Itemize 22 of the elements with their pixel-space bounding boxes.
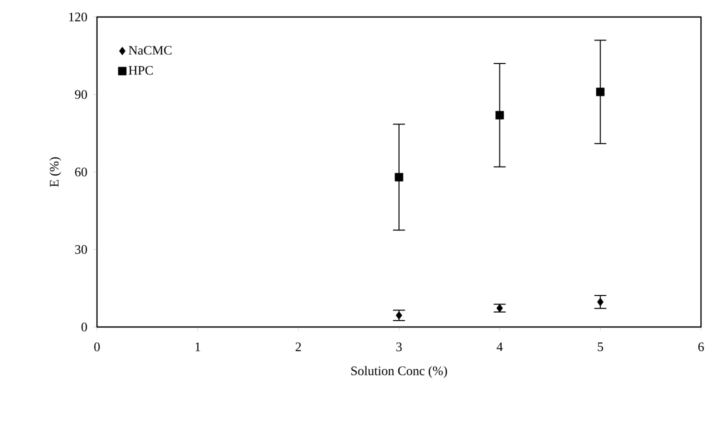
- point: [394, 172, 404, 182]
- y-tick-label: 30: [75, 245, 87, 254]
- x-tick-label: 5: [598, 342, 604, 352]
- point: [496, 304, 503, 312]
- x-tick-label: 6: [698, 342, 704, 352]
- x-tick-label: 2: [296, 342, 301, 352]
- legend-label: NaCMC: [128, 46, 172, 55]
- x-tick-label: 1: [196, 342, 200, 352]
- x-tick-label: 3: [396, 342, 402, 352]
- y-tick-label: 90: [74, 90, 87, 99]
- y-tick-label: 0: [82, 322, 87, 332]
- point: [596, 88, 605, 96]
- x-tick-label: 0: [94, 342, 100, 352]
- y-tick-label: 60: [75, 168, 87, 176]
- point: [396, 311, 402, 320]
- x-tick-label: 4: [496, 342, 503, 352]
- x-axis-title: Solution Conc (%): [351, 366, 448, 378]
- y-axis-title: E (%): [49, 157, 62, 187]
- point: [597, 298, 604, 306]
- y-tick-label: 120: [69, 12, 87, 22]
- point: [495, 110, 504, 120]
- legend-label: HPC: [128, 66, 153, 75]
